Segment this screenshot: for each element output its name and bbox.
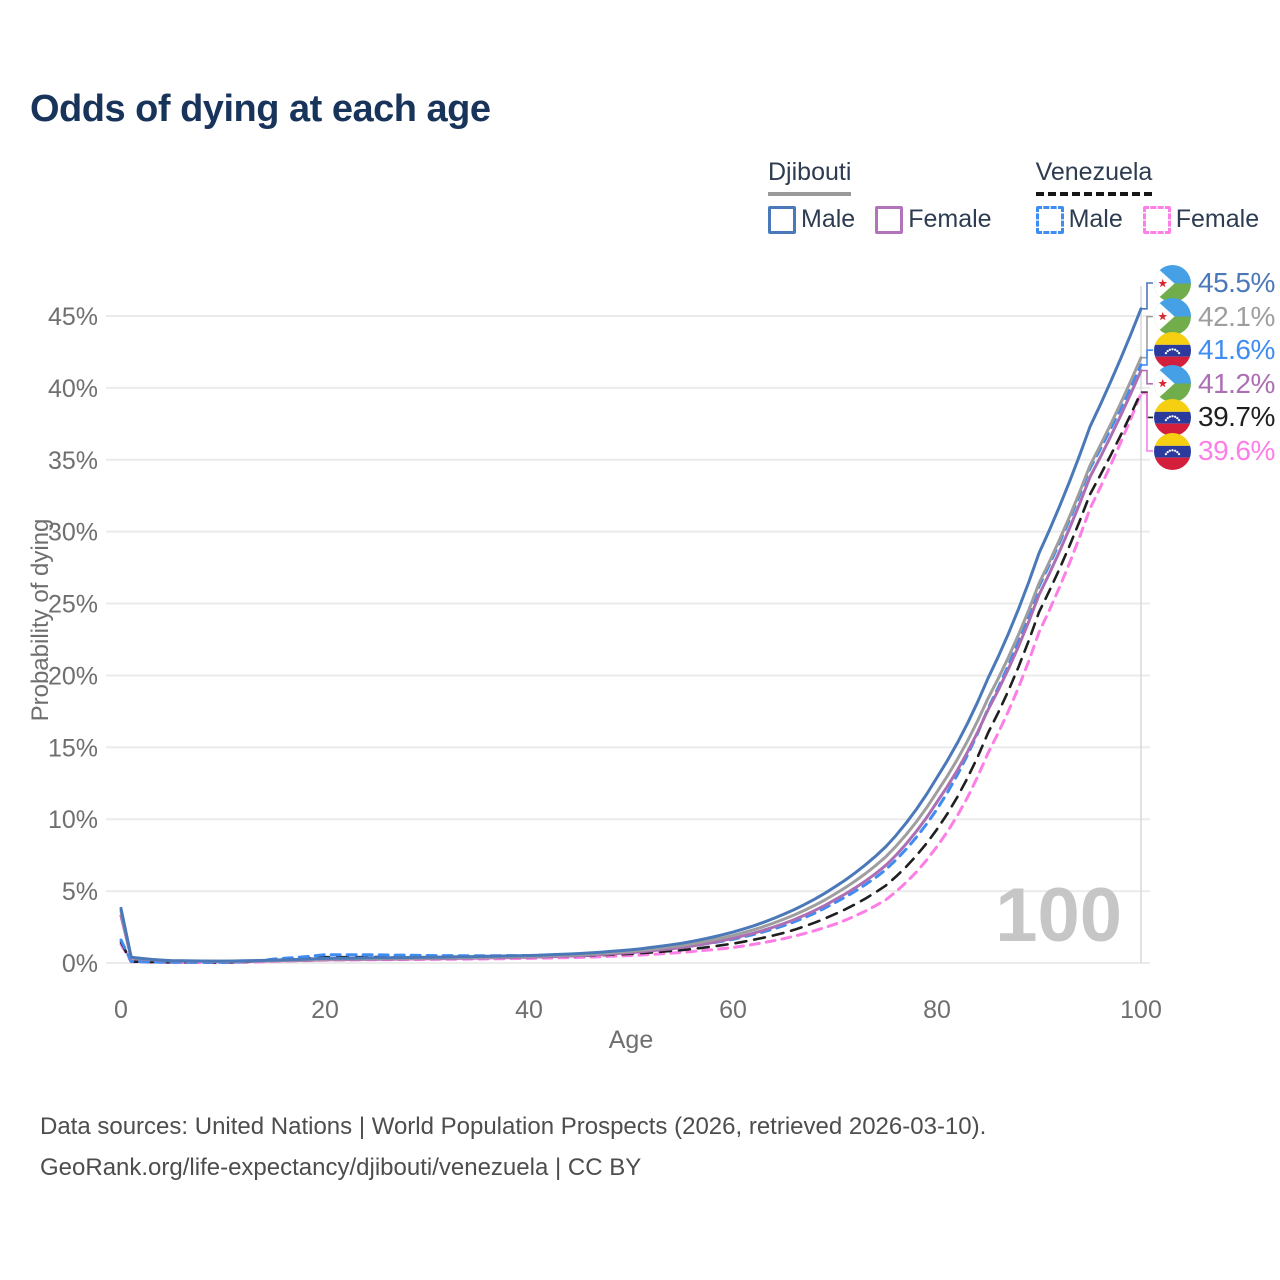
djibouti-female-swatch-icon: [875, 205, 904, 234]
legend-item-djibouti-male[interactable]: Male: [768, 205, 855, 234]
legend-item-venezuela-male[interactable]: Male: [1035, 205, 1123, 234]
hover-age-watermark: 100: [995, 873, 1122, 958]
legend-item-label: Male: [801, 205, 856, 233]
y-tick-label: 40%: [48, 375, 98, 403]
series-line-djibouti-both-sexes[interactable]: [119, 356, 1143, 963]
end-label-connectors: [1141, 282, 1153, 452]
venezuela-female-swatch-icon: [1142, 205, 1171, 234]
attribution-line[interactable]: GeoRank.org/life-expectancy/djibouti/ven…: [40, 1154, 642, 1181]
y-tick-label: 5%: [62, 878, 98, 906]
x-tick-label: 20: [311, 996, 339, 1024]
y-axis-ticks: 0% 5% 10% 15% 20% 25% 30% 35% 40% 45%: [48, 303, 98, 978]
series-lines: [119, 307, 1143, 965]
connector-venezuela-male: [1141, 349, 1153, 366]
y-tick-label: 45%: [48, 303, 98, 331]
y-tick-label: 30%: [48, 519, 98, 547]
x-tick-label: 80: [923, 996, 951, 1024]
djibouti-male-swatch-icon: [768, 205, 796, 234]
connector-djibouti-both-sexes: [1141, 315, 1153, 359]
y-tick-label: 20%: [48, 662, 98, 690]
y-tick-label: 25%: [48, 591, 98, 619]
connector-djibouti-female: [1141, 369, 1153, 385]
x-tick-label: 0: [114, 996, 128, 1024]
x-tick-label: 100: [1120, 996, 1162, 1024]
legend-item-djibouti-female[interactable]: Female: [875, 205, 992, 234]
x-tick-label: 40: [515, 996, 543, 1024]
page-title: Odds of dying at each age: [30, 88, 491, 130]
legend-group-venezuela: Venezuela Male Female: [1035, 158, 1260, 234]
x-axis-ticks: 0 20 40 60 80 100: [114, 996, 1162, 1024]
connector-djibouti-male: [1141, 282, 1153, 310]
legend-header-venezuela[interactable]: Venezuela: [1035, 158, 1153, 196]
legend-item-label: Male: [1068, 205, 1123, 233]
footer: Data sources: United Nations | World Pop…: [40, 1106, 986, 1188]
legend-item-label: Female: [1175, 205, 1260, 233]
legend-group-djibouti: Djibouti Male Female: [768, 158, 992, 234]
gridlines: [106, 314, 1150, 964]
y-tick-label: 0%: [62, 950, 98, 978]
legend-header-djibouti[interactable]: Djibouti: [768, 158, 852, 196]
y-tick-label: 15%: [48, 734, 98, 762]
venezuela-male-swatch-icon: [1035, 205, 1064, 234]
y-tick-label: 10%: [48, 806, 98, 834]
series-line-venezuela-male[interactable]: [119, 363, 1143, 964]
legend-item-label: Female: [908, 205, 992, 233]
y-axis-title: Probability of dying: [27, 519, 54, 722]
series-line-djibouti-male[interactable]: [119, 307, 1143, 963]
data-sources-line: Data sources: United Nations | World Pop…: [40, 1113, 987, 1140]
y-tick-label: 35%: [48, 447, 98, 475]
x-axis-title: Age: [609, 1026, 653, 1054]
legend: Djibouti Male Female Venezuela Male Fema…: [768, 158, 1259, 234]
x-tick-label: 60: [719, 996, 747, 1024]
legend-item-venezuela-female[interactable]: Female: [1142, 205, 1260, 234]
connector-venezuela-female: [1141, 392, 1153, 452]
